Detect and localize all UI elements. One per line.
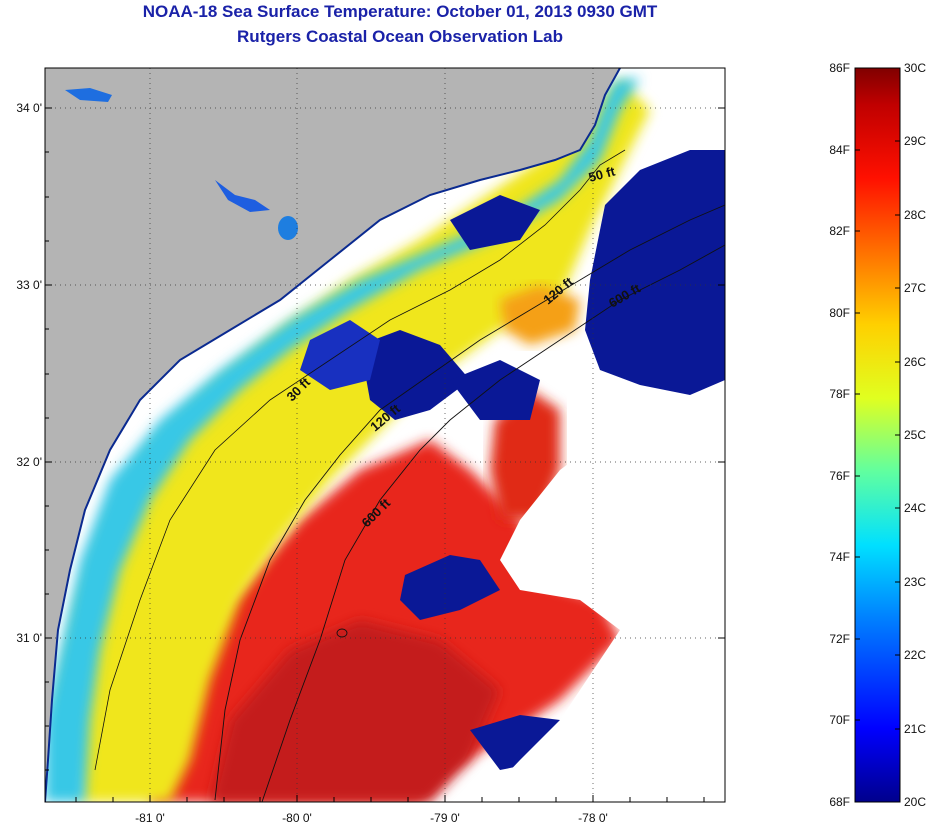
map-panel: 50 ft 120 ft 600 ft 30 ft 120 ft 600 ft [45, 68, 725, 802]
colorbar-c-label: 22C [904, 648, 926, 662]
cold-patch-middle [450, 360, 540, 420]
colorbar-celsius-labels: 30C 29C 28C 27C 26C 25C 24C 23C 22C 21C … [904, 61, 926, 809]
cold-patch-southeast [400, 555, 500, 620]
map-subtitle: Rutgers Coastal Ocean Observation Lab [237, 27, 563, 46]
cold-patch-shore [300, 320, 380, 390]
colorbar-f-label: 74F [829, 550, 850, 564]
lon-label-80: -80 0' [282, 811, 312, 825]
cold-patch-north [450, 195, 540, 250]
lake-north [65, 88, 112, 102]
lake-marion [278, 216, 298, 240]
colorbar-fahrenheit-labels: 86F 84F 82F 80F 78F 76F 74F 72F 70F 68F [829, 61, 850, 809]
nearshore-cool-band [45, 78, 640, 802]
colorbar-c-label: 26C [904, 355, 926, 369]
colorbar-f-label: 70F [829, 713, 850, 727]
colorbar-f-label: 78F [829, 387, 850, 401]
colorbar-c-label: 28C [904, 208, 926, 222]
lat-tick-marks [45, 107, 725, 771]
lat-label-33: 33 0' [16, 278, 42, 292]
colorbar-f-label: 86F [829, 61, 850, 75]
colorbar-c-label: 20C [904, 795, 926, 809]
colorbar-c-label: 23C [904, 575, 926, 589]
cold-patch-central [360, 330, 470, 420]
map-frame [44, 67, 726, 803]
colorbar-c-label: 30C [904, 61, 926, 75]
coastline [45, 68, 621, 802]
colorbar-f-label: 68F [829, 795, 850, 809]
orange-patch [500, 285, 580, 345]
colorbar-f-label: 72F [829, 632, 850, 646]
contour-label-50ft: 50 ft [587, 163, 617, 185]
warm-filament-east [490, 390, 560, 520]
contour-small-loop [336, 628, 348, 638]
colorbar-c-label: 29C [904, 134, 926, 148]
warm-core-region [210, 620, 500, 802]
contour-50ft [94, 149, 626, 771]
lake-moultrie [215, 180, 270, 212]
colorbar-c-label: 25C [904, 428, 926, 442]
map-title: NOAA-18 Sea Surface Temperature: October… [142, 2, 658, 21]
lat-label-34: 34 0' [16, 101, 42, 115]
colorbar-f-label: 80F [829, 306, 850, 320]
colorbar-c-label: 24C [904, 501, 926, 515]
colorbar-c-label: 27C [904, 281, 926, 295]
colorbar-ticks [855, 67, 900, 803]
lat-label-31: 31 0' [16, 631, 42, 645]
colorbar [854, 67, 901, 803]
colorbar-f-label: 76F [829, 469, 850, 483]
cold-patch-northeast [585, 150, 725, 395]
lon-label-79: -79 0' [430, 811, 460, 825]
map-gridlines [45, 68, 725, 802]
cloud-region [480, 405, 725, 802]
lon-label-81: -81 0' [135, 811, 165, 825]
lon-tick-marks [75, 795, 705, 802]
land-region [45, 68, 620, 802]
contour-120ft [214, 204, 725, 801]
lat-label-32: 32 0' [16, 455, 42, 469]
contour-600ft [261, 244, 725, 802]
colorbar-f-label: 82F [829, 224, 850, 238]
colorbar-f-label: 84F [829, 143, 850, 157]
lon-label-78: -78 0' [578, 811, 608, 825]
colorbar-c-label: 21C [904, 722, 926, 736]
shelf-water-region [60, 80, 650, 802]
